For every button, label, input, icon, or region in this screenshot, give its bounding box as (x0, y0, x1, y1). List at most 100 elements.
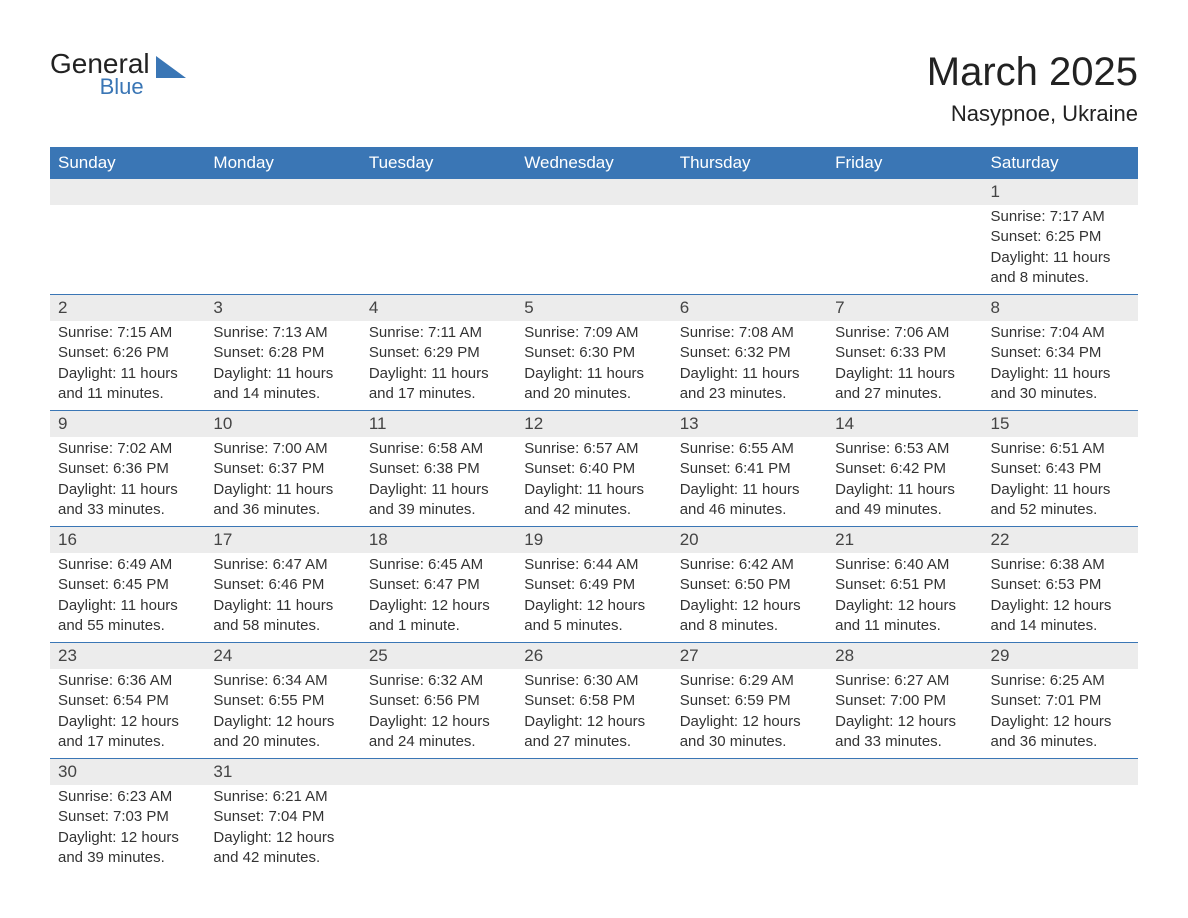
sunset-text: Sunset: 6:50 PM (680, 575, 819, 595)
day-number (983, 759, 1138, 785)
day-number: 31 (205, 759, 360, 785)
daylight-text: Daylight: 12 hours and 14 minutes. (991, 596, 1130, 637)
calendar-cell: 21Sunrise: 6:40 AMSunset: 6:51 PMDayligh… (827, 527, 982, 643)
sunset-text: Sunset: 6:51 PM (835, 575, 974, 595)
empty-cell-spacer (827, 205, 982, 294)
daylight-text: Daylight: 11 hours and 39 minutes. (369, 480, 508, 521)
sunrise-text: Sunrise: 7:08 AM (680, 323, 819, 343)
sunrise-text: Sunrise: 6:40 AM (835, 555, 974, 575)
sunrise-text: Sunrise: 6:55 AM (680, 439, 819, 459)
day-number: 14 (827, 411, 982, 437)
day-data: Sunrise: 7:13 AMSunset: 6:28 PMDaylight:… (205, 321, 360, 410)
sunrise-text: Sunrise: 7:09 AM (524, 323, 663, 343)
daylight-text: Daylight: 11 hours and 23 minutes. (680, 364, 819, 405)
day-data: Sunrise: 6:55 AMSunset: 6:41 PMDaylight:… (672, 437, 827, 526)
day-number: 1 (983, 179, 1138, 205)
calendar-cell: 1Sunrise: 7:17 AMSunset: 6:25 PMDaylight… (983, 179, 1138, 295)
sunrise-text: Sunrise: 6:30 AM (524, 671, 663, 691)
sunset-text: Sunset: 6:43 PM (991, 459, 1130, 479)
sunset-text: Sunset: 6:37 PM (213, 459, 352, 479)
day-number: 7 (827, 295, 982, 321)
empty-cell-spacer (50, 205, 205, 294)
daylight-text: Daylight: 11 hours and 36 minutes. (213, 480, 352, 521)
brand-triangle-icon (156, 56, 186, 78)
calendar-cell: 3Sunrise: 7:13 AMSunset: 6:28 PMDaylight… (205, 295, 360, 411)
calendar-cell: 19Sunrise: 6:44 AMSunset: 6:49 PMDayligh… (516, 527, 671, 643)
day-number: 23 (50, 643, 205, 669)
calendar-cell: 9Sunrise: 7:02 AMSunset: 6:36 PMDaylight… (50, 411, 205, 527)
daylight-text: Daylight: 12 hours and 8 minutes. (680, 596, 819, 637)
sunrise-text: Sunrise: 6:21 AM (213, 787, 352, 807)
weekday-header: Sunday (50, 147, 205, 179)
sunrise-text: Sunrise: 6:34 AM (213, 671, 352, 691)
calendar-cell: 13Sunrise: 6:55 AMSunset: 6:41 PMDayligh… (672, 411, 827, 527)
day-data: Sunrise: 6:58 AMSunset: 6:38 PMDaylight:… (361, 437, 516, 526)
daylight-text: Daylight: 12 hours and 17 minutes. (58, 712, 197, 753)
sunrise-text: Sunrise: 6:42 AM (680, 555, 819, 575)
calendar-cell (983, 759, 1138, 875)
day-data: Sunrise: 7:08 AMSunset: 6:32 PMDaylight:… (672, 321, 827, 410)
day-number: 12 (516, 411, 671, 437)
day-number (827, 179, 982, 205)
calendar-table: Sunday Monday Tuesday Wednesday Thursday… (50, 147, 1138, 874)
calendar-cell: 14Sunrise: 6:53 AMSunset: 6:42 PMDayligh… (827, 411, 982, 527)
calendar-cell: 31Sunrise: 6:21 AMSunset: 7:04 PMDayligh… (205, 759, 360, 875)
daylight-text: Daylight: 11 hours and 20 minutes. (524, 364, 663, 405)
sunrise-text: Sunrise: 6:23 AM (58, 787, 197, 807)
sunset-text: Sunset: 6:38 PM (369, 459, 508, 479)
day-number: 15 (983, 411, 1138, 437)
sunrise-text: Sunrise: 6:36 AM (58, 671, 197, 691)
day-data: Sunrise: 6:49 AMSunset: 6:45 PMDaylight:… (50, 553, 205, 642)
day-data: Sunrise: 6:47 AMSunset: 6:46 PMDaylight:… (205, 553, 360, 642)
day-number: 22 (983, 527, 1138, 553)
day-data: Sunrise: 6:44 AMSunset: 6:49 PMDaylight:… (516, 553, 671, 642)
daylight-text: Daylight: 11 hours and 8 minutes. (991, 248, 1130, 289)
calendar-cell (361, 179, 516, 295)
day-number (672, 179, 827, 205)
calendar-week-row: 1Sunrise: 7:17 AMSunset: 6:25 PMDaylight… (50, 179, 1138, 295)
weekday-header: Wednesday (516, 147, 671, 179)
calendar-cell: 5Sunrise: 7:09 AMSunset: 6:30 PMDaylight… (516, 295, 671, 411)
location-subtitle: Nasypnoe, Ukraine (927, 101, 1138, 127)
calendar-cell: 4Sunrise: 7:11 AMSunset: 6:29 PMDaylight… (361, 295, 516, 411)
sunset-text: Sunset: 6:45 PM (58, 575, 197, 595)
weekday-header: Thursday (672, 147, 827, 179)
sunset-text: Sunset: 6:25 PM (991, 227, 1130, 247)
brand-text: General Blue (50, 50, 150, 98)
day-number: 28 (827, 643, 982, 669)
daylight-text: Daylight: 12 hours and 1 minute. (369, 596, 508, 637)
day-number (516, 179, 671, 205)
month-title: March 2025 (927, 50, 1138, 95)
sunset-text: Sunset: 6:26 PM (58, 343, 197, 363)
daylight-text: Daylight: 12 hours and 24 minutes. (369, 712, 508, 753)
sunrise-text: Sunrise: 6:53 AM (835, 439, 974, 459)
sunset-text: Sunset: 6:32 PM (680, 343, 819, 363)
sunset-text: Sunset: 6:59 PM (680, 691, 819, 711)
calendar-cell: 18Sunrise: 6:45 AMSunset: 6:47 PMDayligh… (361, 527, 516, 643)
day-number: 25 (361, 643, 516, 669)
sunset-text: Sunset: 6:28 PM (213, 343, 352, 363)
daylight-text: Daylight: 11 hours and 30 minutes. (991, 364, 1130, 405)
day-data: Sunrise: 7:04 AMSunset: 6:34 PMDaylight:… (983, 321, 1138, 410)
day-data: Sunrise: 6:34 AMSunset: 6:55 PMDaylight:… (205, 669, 360, 758)
calendar-cell (672, 179, 827, 295)
sunrise-text: Sunrise: 6:47 AM (213, 555, 352, 575)
daylight-text: Daylight: 11 hours and 46 minutes. (680, 480, 819, 521)
sunset-text: Sunset: 6:54 PM (58, 691, 197, 711)
sunset-text: Sunset: 6:30 PM (524, 343, 663, 363)
sunrise-text: Sunrise: 6:29 AM (680, 671, 819, 691)
daylight-text: Daylight: 12 hours and 20 minutes. (213, 712, 352, 753)
calendar-cell: 23Sunrise: 6:36 AMSunset: 6:54 PMDayligh… (50, 643, 205, 759)
weekday-header-row: Sunday Monday Tuesday Wednesday Thursday… (50, 147, 1138, 179)
day-number: 29 (983, 643, 1138, 669)
daylight-text: Daylight: 11 hours and 11 minutes. (58, 364, 197, 405)
sunrise-text: Sunrise: 7:15 AM (58, 323, 197, 343)
day-data: Sunrise: 7:17 AMSunset: 6:25 PMDaylight:… (983, 205, 1138, 294)
day-number: 19 (516, 527, 671, 553)
calendar-cell: 11Sunrise: 6:58 AMSunset: 6:38 PMDayligh… (361, 411, 516, 527)
day-data: Sunrise: 6:32 AMSunset: 6:56 PMDaylight:… (361, 669, 516, 758)
calendar-cell (50, 179, 205, 295)
sunrise-text: Sunrise: 6:25 AM (991, 671, 1130, 691)
calendar-week-row: 2Sunrise: 7:15 AMSunset: 6:26 PMDaylight… (50, 295, 1138, 411)
sunset-text: Sunset: 6:55 PM (213, 691, 352, 711)
